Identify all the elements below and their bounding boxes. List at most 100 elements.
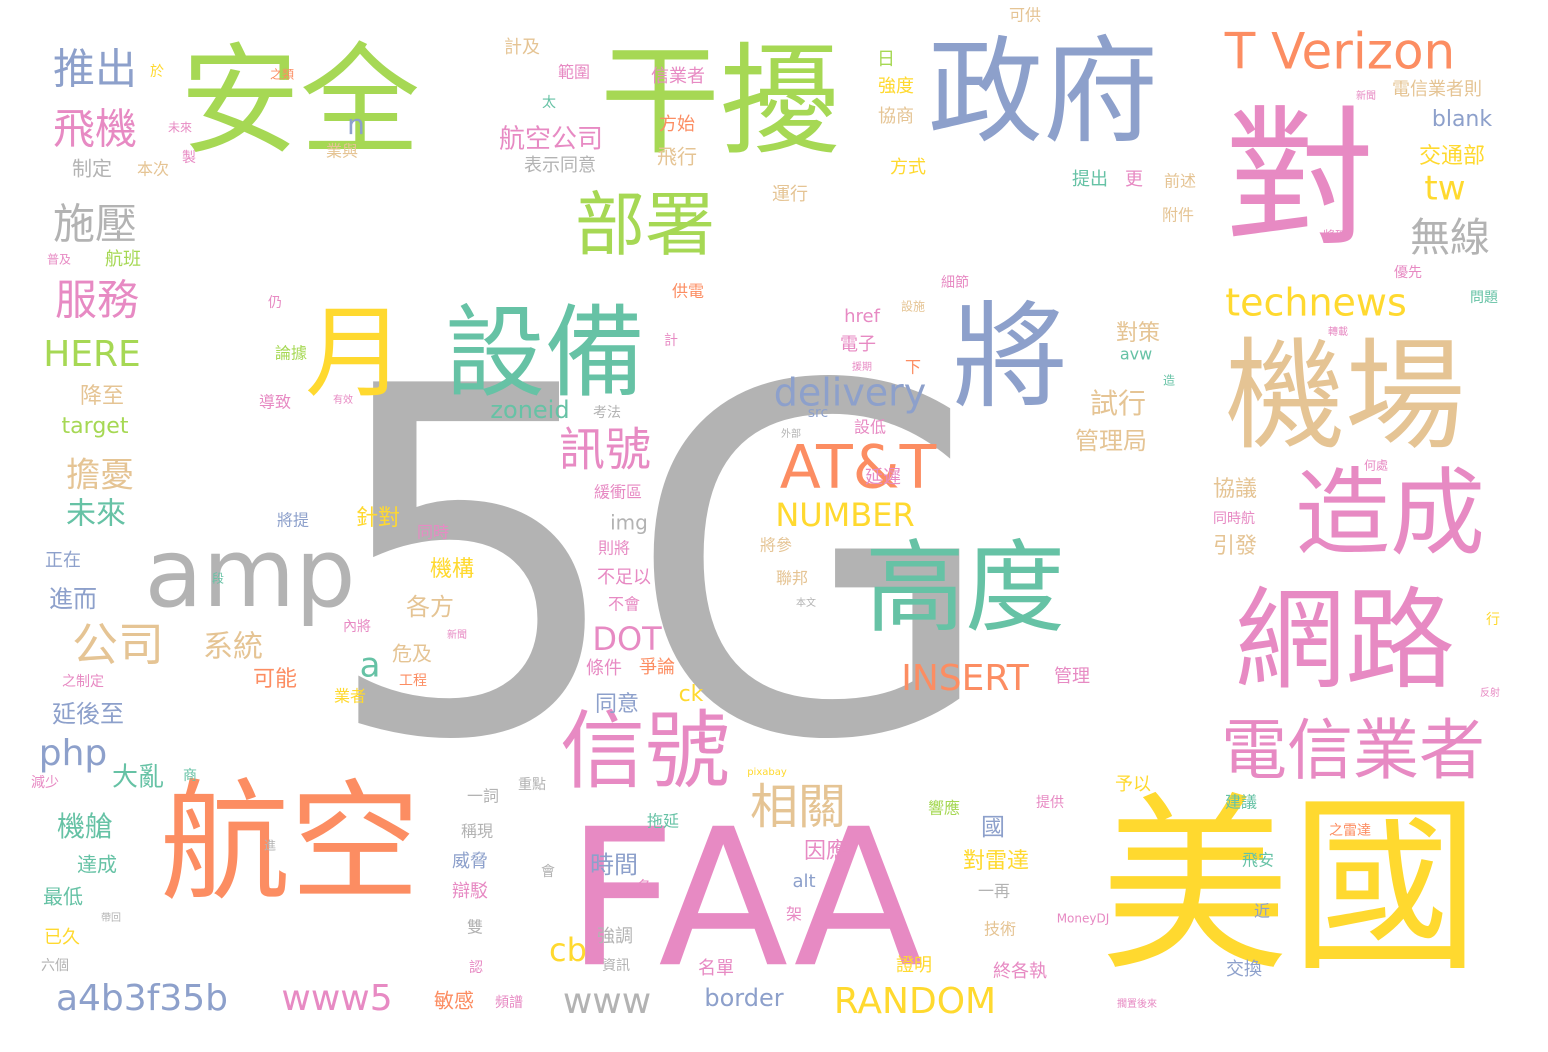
cloud-word: 飛安 xyxy=(1242,851,1274,870)
cloud-word: 可能 xyxy=(253,667,297,692)
cloud-word: 六個 xyxy=(41,958,69,974)
cloud-word: 太 xyxy=(542,95,556,111)
cloud-word: 名單 xyxy=(698,958,734,979)
cloud-word: www xyxy=(563,981,651,1022)
cloud-word: 不會 xyxy=(608,595,640,614)
cloud-word: 論據 xyxy=(275,344,307,363)
cloud-word: 優先 xyxy=(1394,265,1422,281)
cloud-word: 重點 xyxy=(518,777,546,793)
cloud-word: 強調 xyxy=(597,926,633,947)
cloud-word: 正在 xyxy=(45,550,81,571)
cloud-word: 前述 xyxy=(1164,172,1196,191)
cloud-word: 航班 xyxy=(105,249,141,270)
cloud-word: 政府 xyxy=(928,26,1158,160)
cloud-word: 各方 xyxy=(406,593,454,621)
cloud-word: 推出 xyxy=(53,45,137,94)
cloud-word: php xyxy=(39,733,108,774)
cloud-word: 減少 xyxy=(31,774,59,791)
cloud-word: 業者 xyxy=(334,687,366,706)
cloud-word: a4b3f35b xyxy=(56,978,228,1019)
cloud-word: INSERT xyxy=(901,658,1030,699)
cloud-word: 未來 xyxy=(168,121,192,135)
cloud-word: 造 xyxy=(1163,374,1175,388)
cloud-word: 內將 xyxy=(343,619,371,635)
cloud-word: 一詞 xyxy=(467,787,499,806)
cloud-word: 同時 xyxy=(417,523,449,542)
cloud-word: tw xyxy=(1424,169,1465,209)
cloud-word: 因應 xyxy=(804,838,848,864)
cloud-word: amp xyxy=(144,519,355,629)
cloud-word: 敏感 xyxy=(434,989,474,1013)
cloud-word: 對策 xyxy=(1116,321,1160,346)
cloud-word: 認 xyxy=(469,960,483,976)
cloud-word: 帶回 xyxy=(101,912,121,924)
cloud-word: 已久 xyxy=(44,927,80,948)
cloud-word: 危及 xyxy=(392,642,432,666)
cloud-word: 緩衝區 xyxy=(594,483,642,502)
cloud-word: 造成 xyxy=(1295,459,1485,569)
cloud-word: blank xyxy=(1432,107,1493,132)
cloud-word: 同意 xyxy=(595,692,639,717)
cloud-word: 拖延 xyxy=(647,812,679,831)
cloud-word: 細節 xyxy=(941,274,969,291)
cloud-word: delivery xyxy=(774,371,927,415)
cloud-word: href xyxy=(844,306,880,327)
cloud-word: 引發 xyxy=(1213,534,1257,559)
cloud-word: 證明 xyxy=(896,955,932,976)
cloud-word: 可供 xyxy=(1009,6,1041,25)
cloud-word: avw xyxy=(1120,345,1152,364)
cloud-word: 之制定 xyxy=(62,674,104,690)
cloud-word: 下 xyxy=(905,358,921,377)
cloud-word: technews xyxy=(1225,281,1407,325)
cloud-word: 之類 xyxy=(270,68,294,82)
cloud-word: 商 xyxy=(183,768,197,784)
cloud-word: 更 xyxy=(1125,169,1143,190)
cloud-word: 飛機 xyxy=(53,105,137,154)
cloud-word: 之雷達 xyxy=(1329,823,1371,839)
cloud-word: 聯邦 xyxy=(776,569,808,588)
cloud-word: 大亂 xyxy=(112,763,164,793)
cloud-word: 工程 xyxy=(399,673,427,689)
cloud-word: 針對 xyxy=(356,506,400,531)
cloud-word: 相關 xyxy=(750,779,846,835)
cloud-word: border xyxy=(704,984,783,1012)
cloud-word: 將參 xyxy=(760,536,792,555)
cloud-word: 網路 xyxy=(1235,576,1455,704)
cloud-word: 近 xyxy=(1254,902,1270,921)
cloud-word: pixabay xyxy=(747,767,787,778)
cloud-word: 何處 xyxy=(1364,459,1388,473)
cloud-word: 延遲 xyxy=(865,467,901,488)
cloud-word: 美國 xyxy=(1100,776,1480,997)
cloud-word: 施壓 xyxy=(53,200,137,249)
cloud-word: 對 xyxy=(1225,93,1375,267)
cloud-word: www5 xyxy=(281,978,392,1019)
cloud-word: 延後至 xyxy=(52,700,124,728)
cloud-word: 響應 xyxy=(928,799,960,818)
cloud-word: 達成 xyxy=(77,853,117,877)
cloud-word: 雙 xyxy=(467,918,483,937)
cloud-word: FAA xyxy=(566,788,923,1009)
cloud-word: 交換 xyxy=(1226,959,1262,980)
cloud-word: 干擾 xyxy=(600,33,840,172)
cloud-word: 考法 xyxy=(593,405,621,421)
cloud-word: 技術 xyxy=(984,920,1016,939)
cloud-word: 同時航 xyxy=(1213,511,1255,527)
cloud-word: 日 xyxy=(877,49,895,70)
cloud-word: 安全 xyxy=(180,33,420,172)
cloud-word: 將 xyxy=(952,291,1067,425)
cloud-word: 試行 xyxy=(1090,387,1146,420)
cloud-word: 強度 xyxy=(878,76,914,97)
cloud-word: n xyxy=(347,108,365,141)
cloud-word: 本文 xyxy=(796,596,816,609)
cloud-word: 對雷達 xyxy=(963,849,1029,874)
cloud-word: 設施 xyxy=(901,299,925,314)
cloud-word: alt xyxy=(792,871,815,892)
cloud-word: 本次 xyxy=(137,160,169,179)
cloud-word: 援期 xyxy=(852,360,872,373)
cloud-word: MoneyDJ xyxy=(1057,912,1110,926)
cloud-word: target xyxy=(62,414,129,439)
cloud-word: 管理局 xyxy=(1075,427,1147,455)
cloud-word: 外部 xyxy=(781,427,801,440)
cloud-word: 5G xyxy=(321,286,998,845)
